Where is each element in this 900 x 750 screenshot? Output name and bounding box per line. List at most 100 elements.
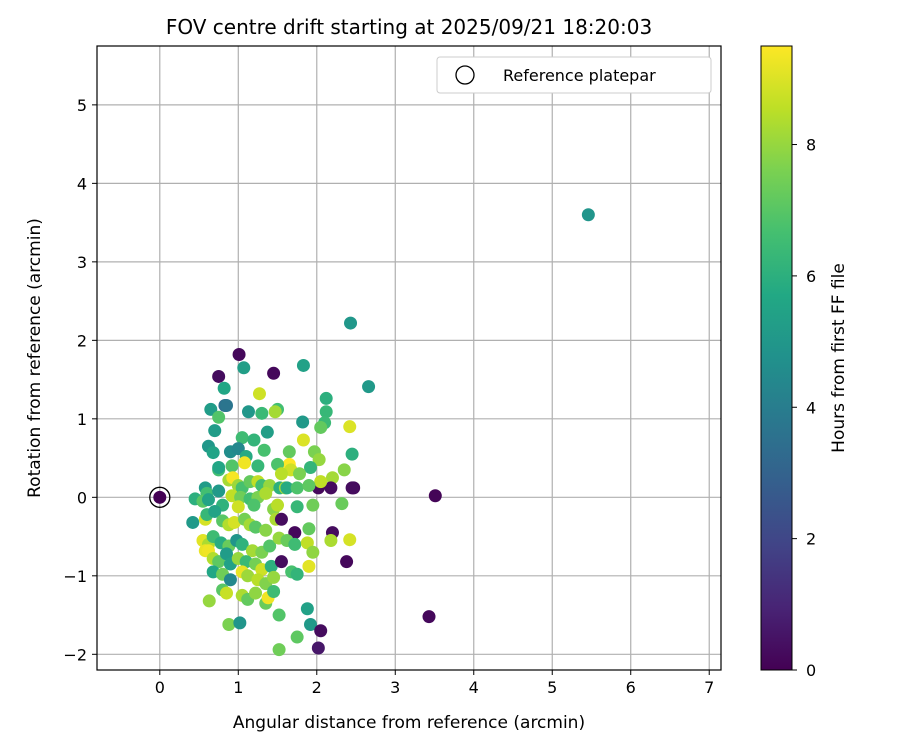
data-point [422, 610, 436, 624]
data-point [237, 361, 251, 375]
legend-reference-marker [455, 65, 475, 85]
data-point [314, 475, 328, 489]
data-point [217, 381, 231, 395]
data-point [302, 522, 316, 536]
data-point [227, 515, 241, 529]
data-point [340, 555, 354, 569]
data-point [303, 460, 317, 474]
data-point [302, 479, 316, 493]
data-point [290, 567, 304, 581]
data-point [274, 555, 288, 569]
data-point [271, 498, 285, 512]
data-point [235, 537, 249, 551]
data-points [186, 208, 595, 657]
data-point [343, 420, 357, 434]
y-axis-label: Rotation from reference (arcmin) [25, 218, 45, 498]
data-point [319, 391, 333, 405]
grid-lines [97, 46, 721, 670]
data-point [300, 536, 314, 550]
data-point [231, 442, 245, 456]
data-point [241, 405, 255, 419]
data-point [204, 402, 218, 416]
data-point [259, 486, 273, 500]
data-point [233, 616, 247, 630]
data-point [235, 431, 249, 445]
data-point [272, 643, 286, 657]
y-tick-label: 5 [77, 96, 87, 115]
data-point [249, 586, 263, 600]
data-point [306, 545, 320, 559]
data-point [428, 489, 442, 503]
data-point [288, 537, 302, 551]
x-tick-label: 7 [704, 678, 714, 697]
data-point [220, 398, 234, 412]
data-point [337, 463, 351, 477]
colorbar-tick-label: 6 [806, 267, 816, 286]
y-tick-label: 1 [77, 410, 87, 429]
chart-title: FOV centre drift starting at 2025/09/21 … [166, 15, 652, 39]
reference-ring [149, 486, 171, 508]
colorbar-bar [760, 45, 793, 671]
colorbar-tick-label: 4 [806, 398, 816, 417]
y-tick-label: 0 [77, 488, 87, 507]
data-point [247, 498, 261, 512]
data-point [212, 460, 226, 474]
data-point [267, 585, 281, 599]
data-point [300, 602, 314, 616]
y-tick-label: 2 [77, 331, 87, 350]
data-point [293, 467, 307, 481]
data-point [581, 208, 595, 222]
data-point [249, 520, 263, 534]
data-point [202, 594, 216, 608]
x-axis-ticks: 0 1 2 3 4 5 6 7 [155, 670, 714, 697]
reference-point [153, 490, 167, 504]
x-tick-label: 1 [233, 678, 243, 697]
data-point [257, 443, 271, 457]
y-tick-label: 3 [77, 253, 87, 272]
data-point [212, 555, 226, 569]
x-axis-label: Angular distance from reference (arcmin) [233, 713, 585, 733]
data-point [252, 387, 266, 401]
data-point [290, 630, 304, 644]
data-point [247, 433, 261, 447]
data-point [343, 533, 357, 547]
y-tick-label: −2 [63, 645, 87, 664]
data-point [282, 445, 296, 459]
colorbar-label: Hours from first FF file [829, 263, 849, 453]
x-tick-label: 4 [469, 678, 479, 697]
legend-label: Reference platepar [503, 66, 656, 85]
colorbar-tick-label: 2 [806, 530, 816, 549]
colorbar-tick-label: 8 [806, 136, 816, 155]
x-tick-label: 0 [155, 678, 165, 697]
data-point [280, 481, 294, 495]
data-point [212, 410, 226, 424]
data-point [208, 504, 222, 518]
data-point [325, 471, 339, 485]
x-tick-label: 2 [312, 678, 322, 697]
data-point [362, 380, 376, 394]
data-point [345, 447, 359, 461]
legend-box [436, 56, 712, 94]
data-point [314, 420, 328, 434]
data-point [274, 512, 288, 526]
data-point [303, 617, 317, 631]
colorbar-ticks: 0 2 4 6 8 [792, 136, 816, 680]
data-point [290, 481, 304, 495]
data-point [324, 481, 338, 495]
plot-area-frame [96, 45, 722, 671]
data-point [206, 446, 220, 460]
data-point [268, 405, 282, 419]
data-point [255, 406, 269, 420]
data-point [241, 569, 255, 583]
x-tick-label: 5 [547, 678, 557, 697]
data-point [324, 533, 338, 547]
data-point [296, 415, 310, 429]
data-point [296, 433, 310, 447]
reference-marker [149, 486, 171, 508]
data-point [212, 484, 226, 498]
data-point [232, 347, 246, 361]
data-point [306, 498, 320, 512]
data-point [344, 316, 358, 330]
data-point [186, 515, 200, 529]
